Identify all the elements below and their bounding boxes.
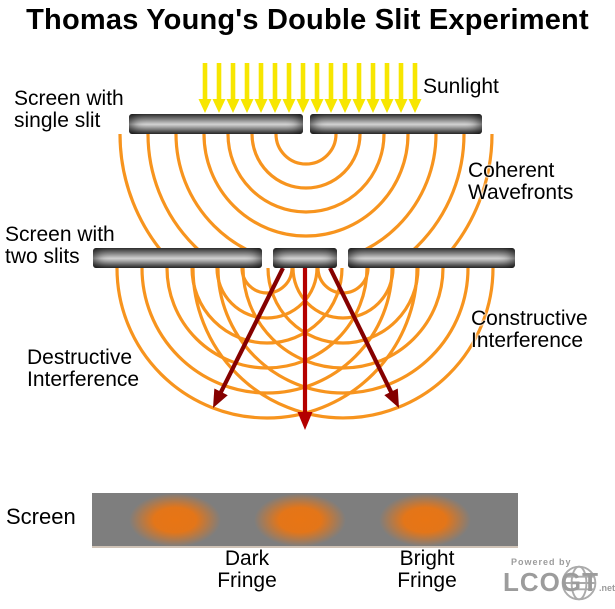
label-coherent-wavefronts: Coherent Wavefronts [468,159,574,205]
interference-arrow [328,267,399,408]
label-bright-fringe: Bright Fringe [397,547,457,593]
wavefront-arcs [191,268,495,420]
arrowhead-icon [297,412,313,430]
sunlight-arrow-icon [338,63,352,113]
arrowhead-icon [384,388,399,408]
sunlight-arrow-icon [324,63,338,113]
double-slit-screen-left-segment [93,248,262,268]
sunlight-arrow-icon [226,63,240,113]
wavefront-arcs [115,268,419,420]
sunlight-arrow-icon [296,63,310,113]
double-slit-screen-right-segment [348,248,515,268]
single-slit-screen-right-segment [310,114,482,134]
double-slit-screen-middle-segment [273,248,337,268]
sunlight-arrow-icon [310,63,324,113]
single-slit-screen-left-segment [129,114,303,134]
globe-icon [561,565,597,601]
sunlight-arrow-icon [240,63,254,113]
label-screen: Screen [6,504,76,529]
sunlight-arrow-icon [380,63,394,113]
wavefront-arcs [118,134,494,248]
sun-rays [198,63,422,113]
label-dark-fringe: Dark Fringe [217,547,277,593]
interference-arrow [297,268,313,430]
logo-suffix: .net [599,583,615,593]
logo-text: LCOGT [503,567,599,597]
sunlight-arrow-icon [254,63,268,113]
sunlight-arrow-icon [352,63,366,113]
label-screen-two-slits: Screen with two slits [5,223,115,269]
page-title: Thomas Young's Double Slit Experiment [26,4,589,36]
label-destructive-interference: Destructive Interference [27,346,140,392]
sunlight-arrow-icon [408,63,422,113]
lcogt-logo: Powered by LCOGT.net [495,555,615,605]
label-constructive-interference: Constructive Interference [471,307,588,353]
label-screen-single-slit: Screen with single slit [14,87,124,133]
sunlight-arrow-icon [198,63,212,113]
interference-arrow [213,267,285,408]
sunlight-arrow-icon [366,63,380,113]
sunlight-arrow-icon [282,63,296,113]
detection-screen-with-fringes [92,493,518,548]
sunlight-arrow-icon [212,63,226,113]
logo-powered-by: Powered by [511,557,572,567]
arrowhead-icon [213,388,228,408]
label-sunlight: Sunlight [423,75,499,98]
sunlight-arrow-icon [268,63,282,113]
sunlight-arrow-icon [394,63,408,113]
